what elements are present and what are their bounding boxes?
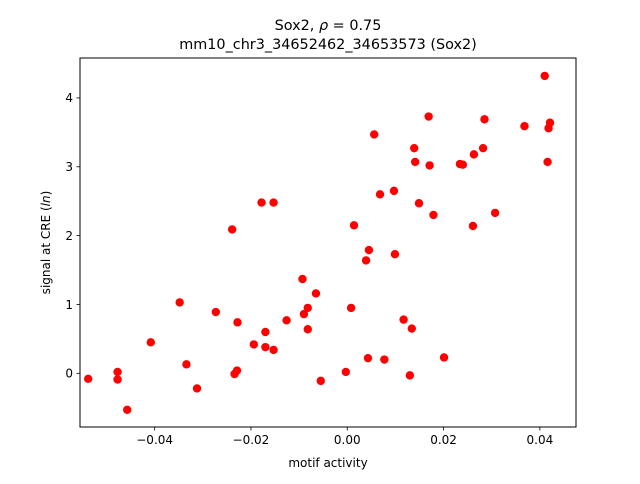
scatter-point (303, 303, 312, 313)
scatter-point (405, 371, 415, 380)
scatter-point (316, 376, 325, 386)
scatter-point (389, 186, 399, 196)
scatter-point (282, 316, 291, 325)
scatter-point (269, 198, 278, 207)
scatter-point (122, 405, 132, 414)
scatter-point (407, 324, 416, 333)
scatter-point (410, 157, 420, 167)
scatter-point (113, 375, 122, 384)
scatter-point (299, 309, 309, 319)
scatter-point (261, 327, 270, 337)
y-tick-label: 1 (65, 298, 73, 312)
scatter-point (540, 71, 549, 81)
scatter-point (182, 360, 191, 369)
scatter-point (469, 150, 479, 159)
scatter-point (424, 112, 433, 121)
x-tick-label: −0.02 (233, 433, 270, 447)
scatter-point (458, 160, 468, 169)
y-tick-label: 2 (65, 229, 73, 243)
scatter-point (399, 315, 408, 324)
scatter-point (429, 210, 438, 220)
x-axis-ticks: −0.04 −0.02 0.00 0.02 0.04 (136, 427, 553, 447)
scatter-point (303, 325, 312, 334)
plot-area (83, 71, 555, 414)
chart-title-line1: Sox2, ρ = 0.75 (275, 18, 382, 34)
scatter-point (261, 342, 270, 352)
scatter-point (390, 250, 400, 259)
scatter-point (257, 198, 266, 207)
scatter-point (468, 221, 478, 231)
y-axis-ticks: 0 1 2 3 4 (65, 91, 80, 381)
scatter-point (83, 374, 93, 384)
scatter-point (480, 115, 489, 124)
scatter-point (425, 161, 434, 170)
scatter-point (545, 118, 555, 127)
scatter-point (249, 340, 259, 349)
scatter-point (341, 367, 351, 377)
chart-title-line2: mm10_chr3_34652462_34653573 (Sox2) (179, 37, 477, 53)
scatter-point (113, 367, 122, 377)
scatter-point (211, 307, 220, 317)
scatter-point (146, 338, 155, 347)
scatter-point (346, 303, 356, 313)
scatter-point (175, 298, 184, 307)
scatter-point (370, 130, 379, 139)
x-tick-label: −0.04 (136, 433, 173, 447)
scatter-point (361, 256, 371, 265)
y-axis-label: signal at CRE (ln) (39, 191, 53, 295)
scatter-point (233, 318, 242, 327)
x-tick-label: 0.00 (334, 433, 361, 447)
scatter-point (349, 221, 359, 230)
axes-frame (79, 57, 577, 428)
x-axis-label: motif activity (288, 456, 367, 470)
scatter-point (298, 274, 307, 284)
scatter-point (414, 199, 424, 208)
y-tick-label: 4 (65, 91, 73, 105)
scatter-point (410, 143, 419, 153)
scatter-point (269, 345, 278, 355)
scatter-point (364, 245, 374, 255)
y-tick-label: 3 (65, 160, 73, 174)
scatter-point (478, 143, 488, 153)
scatter-point (375, 190, 385, 199)
x-tick-label: 0.02 (430, 433, 457, 447)
scatter-point (232, 366, 242, 375)
scatter-point (439, 353, 449, 362)
y-tick-label: 0 (65, 367, 73, 381)
scatter-point (380, 355, 389, 364)
scatter-point (363, 353, 373, 363)
scatter-point (490, 208, 500, 218)
scatter-point (311, 289, 321, 298)
scatter-point (192, 384, 202, 393)
scatter-point (227, 225, 237, 234)
scatter-point (543, 157, 552, 167)
scatter-point (520, 121, 529, 131)
x-tick-label: 0.04 (527, 433, 554, 447)
